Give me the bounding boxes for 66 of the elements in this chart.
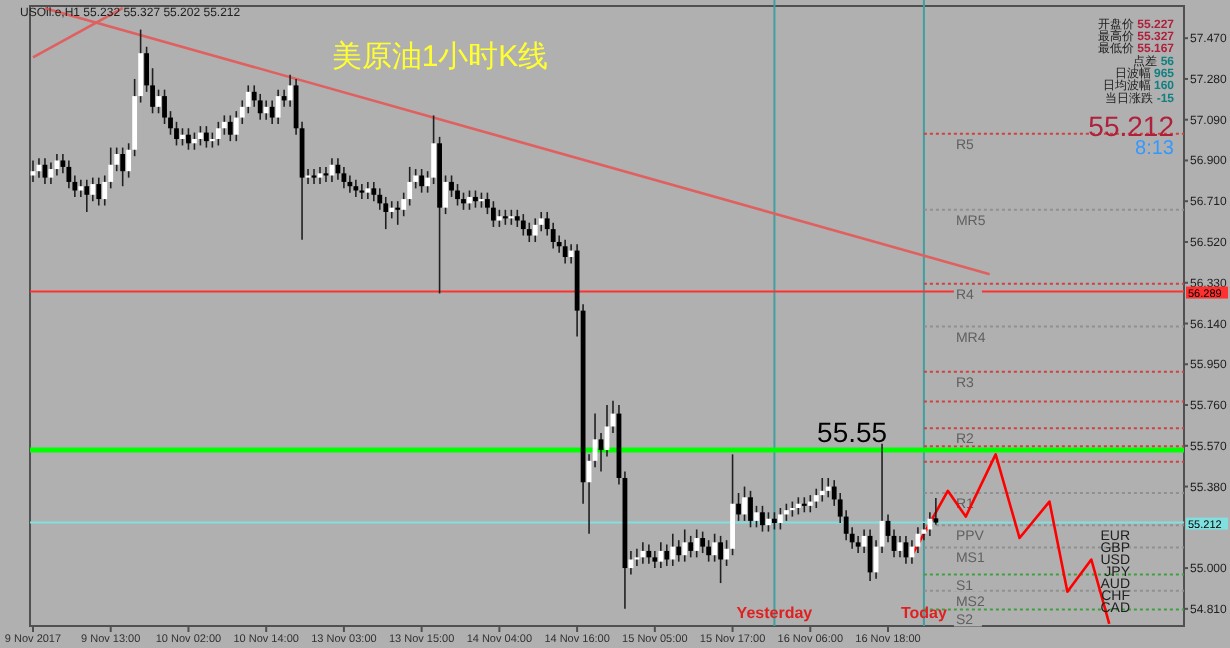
candlestick [359, 183, 365, 200]
candlestick [807, 494, 813, 514]
candlestick [467, 189, 472, 211]
candlestick [281, 88, 287, 108]
candlestick [84, 178, 90, 213]
candlestick [562, 239, 568, 265]
candlestick [825, 477, 831, 499]
candlestick [819, 477, 825, 503]
candlestick [203, 125, 209, 149]
candlestick [455, 183, 460, 207]
candlestick [760, 505, 765, 533]
candlestick [861, 528, 867, 554]
candlestick [263, 99, 269, 121]
candlestick [347, 174, 353, 194]
candlestick [198, 125, 203, 147]
candlestick [353, 178, 359, 198]
candlestick [778, 507, 783, 531]
candlestick [120, 146, 126, 188]
candlestick [736, 492, 741, 522]
annotation: 55.212 [1088, 110, 1175, 142]
candlestick [718, 535, 724, 584]
annotation: 8:13 [1135, 138, 1175, 160]
candlestick [227, 114, 233, 142]
candlestick [96, 176, 102, 207]
candlestick [742, 485, 747, 522]
candlestick [706, 539, 712, 563]
candlestick [156, 88, 161, 115]
candlestick [646, 543, 652, 565]
candlestick [640, 541, 646, 565]
candlestick [700, 530, 706, 554]
candlestick [490, 200, 496, 228]
candlestick [688, 535, 694, 559]
candlestick [383, 196, 389, 230]
annotation: 55.55 [817, 416, 888, 449]
candlestick [712, 532, 718, 563]
candlestick [682, 528, 688, 563]
candlestick [305, 168, 311, 185]
candlestick [419, 168, 425, 194]
candlestick [664, 543, 670, 567]
candlestick [748, 490, 753, 529]
candlestick [431, 114, 436, 185]
text: 美原油1小时K线 [331, 40, 549, 74]
candlestick [215, 121, 221, 147]
candlestick [676, 539, 682, 563]
candlestick [395, 200, 401, 226]
candlestick [520, 213, 526, 237]
candlestick [66, 159, 72, 190]
candlestick [694, 528, 700, 559]
candlestick [275, 88, 281, 125]
candlestick [186, 127, 191, 151]
candlestick [371, 181, 377, 203]
candlestick [311, 168, 317, 185]
candlestick [257, 93, 263, 121]
candlestick [78, 178, 84, 198]
candlestick [526, 221, 532, 243]
candlestick [568, 243, 574, 265]
candlestick [532, 217, 538, 243]
candlestick [658, 541, 664, 569]
candlestick [449, 174, 454, 198]
candlestick [754, 505, 759, 529]
candlestick [389, 200, 395, 220]
candlestick [766, 511, 771, 533]
candlestick [269, 99, 275, 125]
candlestick [634, 547, 640, 567]
candlestick [670, 532, 676, 567]
candlestick [443, 174, 448, 215]
